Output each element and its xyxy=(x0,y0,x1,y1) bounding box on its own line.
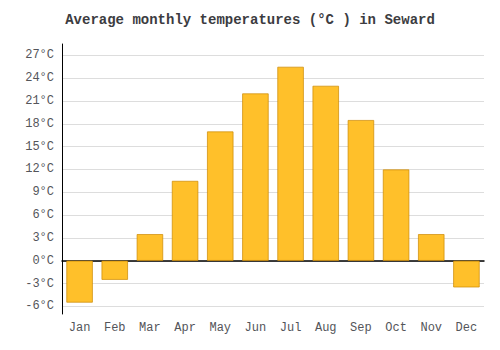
svg-text:-6°C: -6°C xyxy=(25,299,54,313)
svg-text:Jun: Jun xyxy=(245,321,267,335)
svg-text:Oct: Oct xyxy=(385,321,407,335)
svg-text:24°C: 24°C xyxy=(25,71,54,85)
svg-text:3°C: 3°C xyxy=(32,231,54,245)
svg-text:Jan: Jan xyxy=(69,321,91,335)
svg-text:6°C: 6°C xyxy=(32,208,54,222)
svg-text:18°C: 18°C xyxy=(25,117,54,131)
svg-text:Dec: Dec xyxy=(456,321,478,335)
svg-text:-3°C: -3°C xyxy=(25,277,54,291)
svg-text:0°C: 0°C xyxy=(32,254,54,268)
svg-text:12°C: 12°C xyxy=(25,162,54,176)
svg-text:Nov: Nov xyxy=(420,321,442,335)
svg-text:15°C: 15°C xyxy=(25,140,54,154)
svg-text:9°C: 9°C xyxy=(32,185,54,199)
svg-text:May: May xyxy=(209,321,231,335)
svg-text:Sep: Sep xyxy=(350,321,372,335)
svg-text:Average monthly temperatures (: Average monthly temperatures (°C ) in Se… xyxy=(65,12,435,28)
svg-text:Mar: Mar xyxy=(139,321,161,335)
svg-text:Aug: Aug xyxy=(315,321,337,335)
svg-text:Apr: Apr xyxy=(174,321,196,335)
svg-text:21°C: 21°C xyxy=(25,94,54,108)
svg-text:Feb: Feb xyxy=(104,321,126,335)
svg-text:Jul: Jul xyxy=(280,321,302,335)
svg-text:27°C: 27°C xyxy=(25,48,54,62)
